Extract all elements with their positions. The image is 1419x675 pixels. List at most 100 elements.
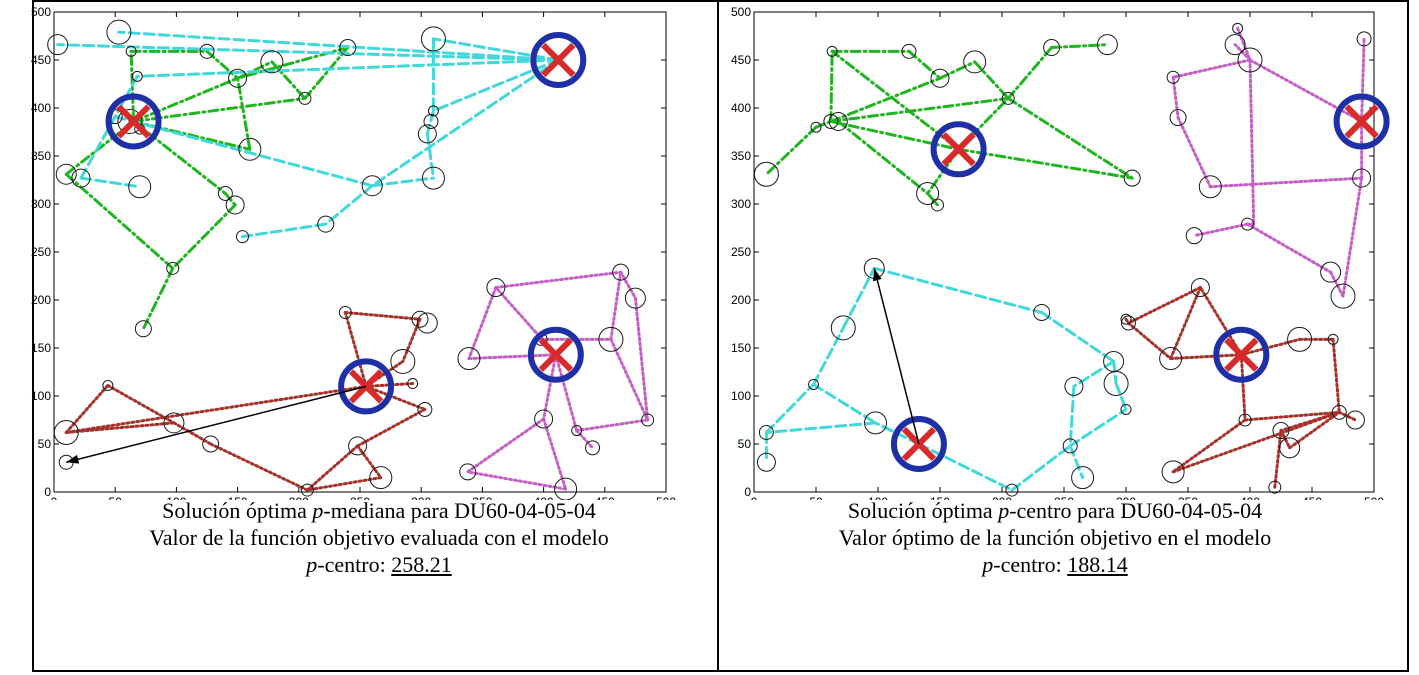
demand-point bbox=[1005, 483, 1019, 497]
facility-ring bbox=[890, 416, 947, 472]
demand-point bbox=[369, 466, 393, 490]
edge bbox=[764, 382, 816, 434]
x-tick-label: 150 bbox=[930, 495, 950, 500]
edge bbox=[132, 96, 307, 123]
demand-point bbox=[390, 348, 416, 374]
edge bbox=[814, 119, 833, 129]
edge bbox=[1124, 317, 1130, 325]
edge bbox=[1246, 222, 1333, 274]
demand-point bbox=[624, 287, 646, 309]
x-tick-label: 350 bbox=[1178, 495, 1198, 500]
y-tick-label: 350 bbox=[731, 149, 751, 163]
y-tick-label: 200 bbox=[31, 293, 51, 307]
facility-cross bbox=[538, 337, 573, 372]
edge bbox=[1072, 359, 1116, 388]
edge bbox=[370, 58, 560, 188]
edge bbox=[812, 382, 878, 425]
demand-point bbox=[612, 263, 630, 281]
table-frame bbox=[32, 0, 1409, 672]
edge bbox=[1171, 58, 1252, 79]
x-tick-label: 500 bbox=[1364, 495, 1384, 500]
x-tick-label: 400 bbox=[534, 495, 554, 500]
edge bbox=[1273, 429, 1283, 489]
edge bbox=[356, 407, 427, 448]
caption-line-3: p-centro: 188.14 bbox=[982, 552, 1128, 577]
demand-point bbox=[128, 175, 152, 199]
edge bbox=[764, 421, 878, 434]
caption-line-1: Solución óptima p-centro para DU60-04-05… bbox=[847, 498, 1263, 523]
p-median-plot: 0 50 100 150 200 250 300 350 400 450 500 0 50 100 150 2… bbox=[31, 5, 676, 500]
edge bbox=[1169, 353, 1243, 361]
edge bbox=[141, 266, 175, 331]
demand-point bbox=[486, 278, 506, 298]
x-tick-label: 50 bbox=[809, 495, 823, 500]
edge bbox=[609, 270, 623, 341]
edge bbox=[135, 58, 560, 78]
objective-value: 258.21 bbox=[391, 552, 452, 577]
y-tick-label: 500 bbox=[31, 5, 51, 19]
y-tick-label: 300 bbox=[731, 197, 751, 211]
demand-point bbox=[117, 108, 143, 134]
edge bbox=[1192, 222, 1250, 238]
edge bbox=[872, 266, 1044, 314]
edge bbox=[1169, 286, 1202, 361]
series-edges bbox=[1171, 26, 1366, 298]
demand-point bbox=[1169, 109, 1187, 127]
edge bbox=[1329, 270, 1345, 298]
y-tick-label: 250 bbox=[731, 245, 751, 259]
demand-point bbox=[1268, 480, 1282, 494]
demand-point bbox=[361, 175, 383, 197]
demand-point bbox=[199, 43, 215, 59]
edge bbox=[132, 76, 240, 123]
edge bbox=[957, 147, 1134, 180]
demand-point bbox=[53, 419, 79, 445]
demand-point bbox=[931, 198, 945, 212]
facility-ring bbox=[530, 32, 587, 88]
edge bbox=[305, 444, 360, 492]
x-tick-label: 150 bbox=[228, 495, 248, 500]
demand-point bbox=[420, 26, 446, 52]
facility-ring bbox=[338, 358, 395, 415]
edge bbox=[575, 429, 595, 450]
edge bbox=[64, 384, 368, 434]
edge bbox=[171, 203, 237, 270]
x-tick-label: 0 bbox=[51, 495, 58, 500]
y-tick-label: 450 bbox=[31, 53, 51, 67]
edge bbox=[764, 125, 818, 176]
edge bbox=[79, 115, 117, 180]
caption-p-center: Solución óptima p-centro para DU60-04-05… bbox=[735, 497, 1375, 578]
demand-point bbox=[1237, 47, 1263, 73]
x-tick-label: 100 bbox=[868, 495, 888, 500]
y-tick-label: 50 bbox=[38, 437, 52, 451]
edge bbox=[829, 119, 961, 151]
demand-point bbox=[1330, 283, 1356, 309]
y-tick-label: 0 bbox=[744, 485, 751, 499]
demand-point bbox=[163, 412, 185, 434]
demand-point bbox=[47, 34, 69, 56]
arrow-head bbox=[66, 454, 80, 464]
edge bbox=[56, 43, 560, 62]
demand-point bbox=[217, 185, 233, 201]
x-tick-label: 300 bbox=[411, 495, 431, 500]
series-edges bbox=[64, 310, 427, 492]
demand-point bbox=[1232, 22, 1244, 34]
edge bbox=[1006, 96, 1134, 180]
demand-point bbox=[641, 413, 655, 427]
y-tick-label: 100 bbox=[731, 389, 751, 403]
demand-point bbox=[1103, 371, 1129, 397]
edge bbox=[829, 49, 834, 123]
demand-point bbox=[202, 435, 220, 453]
edge bbox=[305, 476, 383, 492]
demand-point bbox=[457, 347, 481, 371]
y-tick-label: 300 bbox=[31, 197, 51, 211]
edge bbox=[1198, 286, 1243, 357]
edge bbox=[106, 383, 176, 425]
edge bbox=[223, 191, 237, 207]
edge bbox=[1208, 176, 1364, 189]
demand-point bbox=[753, 161, 779, 187]
edge bbox=[1248, 58, 1256, 226]
edge bbox=[431, 37, 560, 62]
demand-point bbox=[758, 424, 774, 440]
demand-point bbox=[300, 483, 314, 497]
edge bbox=[812, 326, 845, 386]
